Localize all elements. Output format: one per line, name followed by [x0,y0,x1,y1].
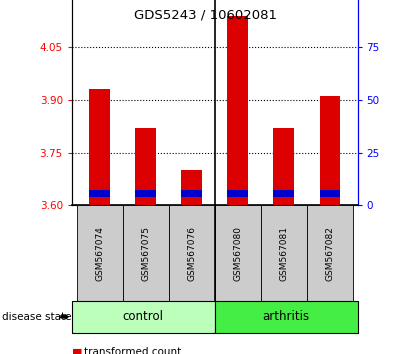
Bar [320,97,340,205]
Bar [89,90,110,205]
Bar [273,128,294,205]
Text: GSM567074: GSM567074 [95,225,104,281]
Bar [227,190,248,196]
Bar [227,16,248,205]
Text: GDS5243 / 10602081: GDS5243 / 10602081 [134,9,277,22]
Bar [135,190,156,196]
Text: transformed count: transformed count [84,347,182,354]
Bar [135,128,156,205]
Bar [273,190,294,196]
Text: control: control [123,310,164,323]
Bar [320,190,340,196]
Bar [89,190,110,196]
Text: GSM567076: GSM567076 [187,225,196,281]
Text: GSM567082: GSM567082 [326,225,335,281]
Text: GSM567081: GSM567081 [279,225,289,281]
Text: GSM567080: GSM567080 [233,225,242,281]
Text: ■: ■ [72,347,83,354]
Text: arthritis: arthritis [263,310,310,323]
Text: GSM567075: GSM567075 [141,225,150,281]
Bar [181,170,202,205]
Bar [181,190,202,196]
Text: disease state: disease state [2,312,72,322]
